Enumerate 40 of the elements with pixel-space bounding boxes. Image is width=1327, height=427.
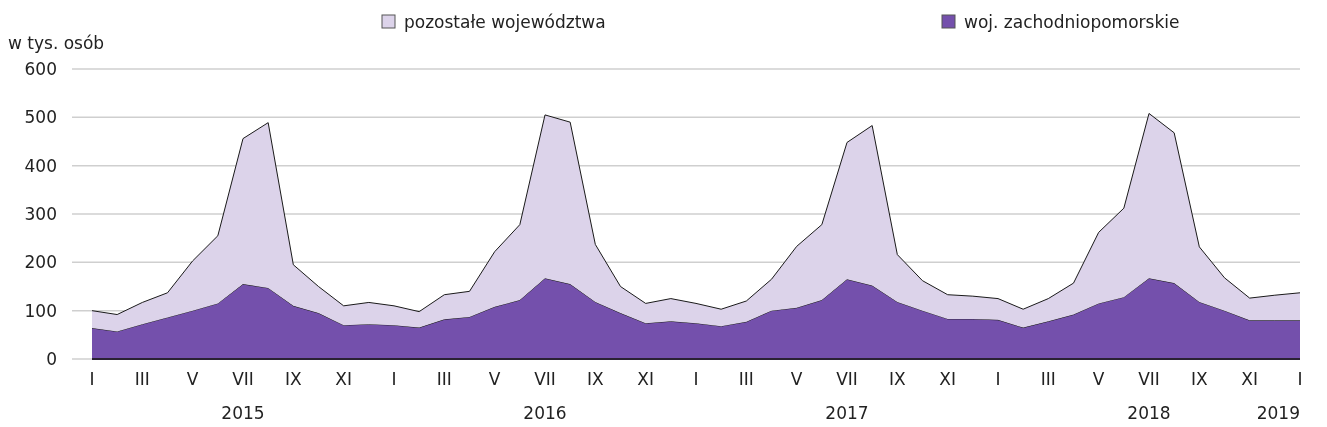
text: 2016	[523, 403, 567, 423]
x-tick-label: I	[693, 369, 699, 389]
x-tick-label: VII	[534, 369, 556, 389]
x-tick-label: IX	[889, 369, 907, 389]
y-tick-label: 400	[24, 155, 57, 176]
y-tick-label: 100	[24, 300, 57, 321]
x-tick-label: V	[186, 369, 199, 389]
x-tick-label: III	[436, 369, 452, 389]
x-tick-label: V	[488, 369, 501, 389]
text: 2015	[221, 403, 265, 423]
x-tick-label: VII	[836, 369, 858, 389]
x-tick-label: III	[1040, 369, 1056, 389]
x-tick-label: XI	[335, 369, 352, 389]
x-tick-label: IX	[285, 369, 303, 389]
x-tick-label: VII	[1138, 369, 1160, 389]
y-tick-label: 500	[24, 107, 57, 128]
x-tick-label: I	[1297, 369, 1303, 389]
y-axis-title: w tys. osób	[8, 33, 105, 53]
x-tick-label: I	[995, 369, 1001, 389]
y-tick-label: 200	[24, 252, 57, 273]
x-tick-label: V	[1092, 369, 1105, 389]
text: 2017	[825, 403, 869, 423]
text: 2018	[1127, 403, 1171, 423]
x-tick-label: I	[391, 369, 397, 389]
x-tick-label: I	[89, 369, 95, 389]
y-tick-label: 600	[24, 58, 57, 79]
x-tick-label: VII	[232, 369, 254, 389]
x-tick-label: III	[738, 369, 754, 389]
legend-label: pozostałe województwa	[404, 11, 606, 32]
x-tick-label: XI	[1241, 369, 1258, 389]
x-tick-label: IX	[1191, 369, 1209, 389]
text: 2019	[1256, 403, 1300, 423]
legend-label: woj. zachodniopomorskie	[964, 11, 1180, 32]
x-tick-label: V	[790, 369, 803, 389]
x-tick-label: III	[134, 369, 150, 389]
x-tick-label: XI	[637, 369, 654, 389]
x-tick-label: IX	[587, 369, 605, 389]
y-tick-label: 0	[46, 348, 57, 369]
y-tick-label: 300	[24, 203, 57, 224]
x-tick-label: XI	[939, 369, 956, 389]
